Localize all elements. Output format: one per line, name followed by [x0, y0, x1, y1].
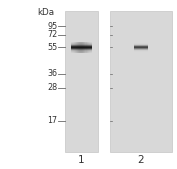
- Bar: [73, 42, 74, 53]
- Bar: [85, 42, 87, 53]
- Bar: [91, 42, 92, 53]
- Bar: [71, 51, 92, 52]
- Bar: [134, 45, 148, 46]
- Text: 95: 95: [47, 22, 58, 31]
- Text: 17: 17: [47, 116, 58, 125]
- Bar: [84, 42, 85, 53]
- Bar: [74, 42, 75, 53]
- Text: 36: 36: [48, 69, 58, 78]
- Bar: [79, 42, 80, 53]
- Bar: [71, 50, 92, 51]
- Bar: [134, 50, 148, 51]
- Bar: [78, 42, 79, 53]
- Bar: [80, 42, 81, 53]
- Bar: [110, 11, 172, 152]
- Text: 72: 72: [47, 30, 58, 39]
- Bar: [71, 42, 72, 53]
- Bar: [134, 46, 148, 47]
- Bar: [71, 48, 92, 49]
- Bar: [71, 52, 92, 53]
- Bar: [71, 43, 92, 44]
- Bar: [134, 44, 148, 45]
- Bar: [65, 11, 98, 152]
- Bar: [71, 47, 92, 48]
- Bar: [90, 42, 91, 53]
- Bar: [88, 42, 90, 53]
- Bar: [71, 42, 92, 43]
- Bar: [134, 51, 148, 52]
- Bar: [72, 42, 73, 53]
- Bar: [82, 42, 83, 53]
- Text: 2: 2: [137, 155, 144, 165]
- Bar: [71, 44, 92, 45]
- Bar: [77, 42, 78, 53]
- Text: 55: 55: [47, 43, 58, 52]
- Bar: [134, 49, 148, 50]
- Text: 28: 28: [47, 83, 58, 92]
- Bar: [134, 43, 148, 44]
- Bar: [76, 42, 77, 53]
- Bar: [75, 42, 76, 53]
- Bar: [71, 46, 92, 47]
- Bar: [134, 48, 148, 49]
- Bar: [71, 49, 92, 50]
- Bar: [71, 45, 92, 46]
- Text: 1: 1: [78, 155, 85, 165]
- Bar: [81, 42, 82, 53]
- Text: kDa: kDa: [38, 8, 55, 17]
- Bar: [134, 47, 148, 48]
